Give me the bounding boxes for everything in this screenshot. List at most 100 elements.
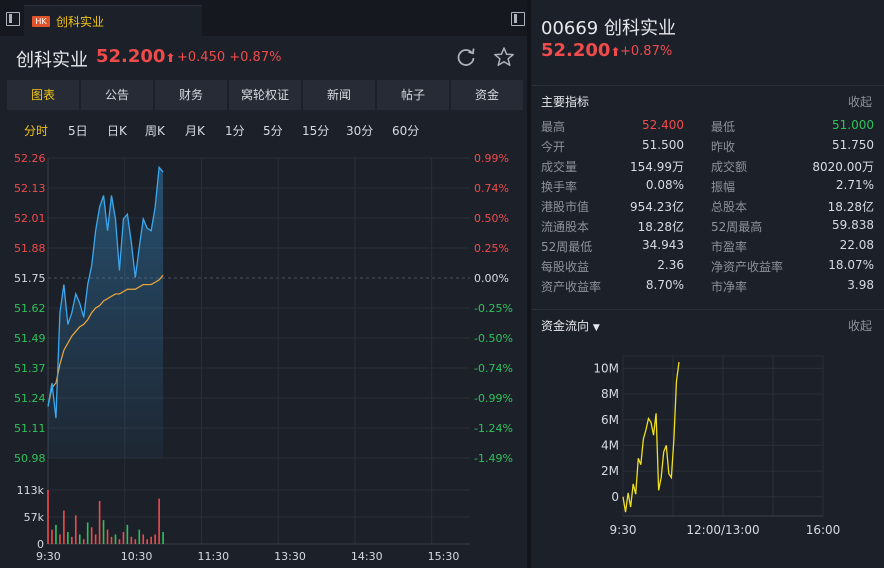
x-tick-label: 11:30 (197, 550, 229, 563)
volume-bar (146, 539, 149, 544)
y2-tick-label: 0.74% (474, 182, 509, 195)
metric-label: 资产收益率 (541, 280, 602, 294)
metric-label: 每股收益 (541, 260, 590, 274)
volume-tick-label: 57k (24, 511, 45, 524)
volume-bar (122, 532, 125, 544)
panel-toggle-right-icon[interactable] (511, 12, 525, 26)
flow-x-tick-label: 12:00/13:00 (686, 523, 759, 537)
metric-label: 成交额 (711, 160, 748, 174)
period-30min[interactable]: 30分 (346, 124, 374, 138)
price-line (47, 165, 164, 419)
tab-stock[interactable]: HK 创科实业 (24, 5, 202, 36)
volume-bar (82, 539, 85, 544)
metric-value: 18.28亿 (827, 200, 874, 214)
flow-x-tick-label: 16:00 (806, 523, 841, 537)
volume-bar (55, 524, 57, 544)
volume-bar (134, 539, 137, 544)
y2-tick-label: -1.24% (474, 422, 513, 435)
volume-bar (78, 534, 81, 544)
metric-row: 今开 51.500 昨收 51.750 (541, 138, 874, 158)
flow-y-tick-label: 2M (601, 464, 619, 478)
volume-bar (138, 529, 141, 544)
price-area (48, 167, 164, 458)
y-tick-label: 50.98 (14, 452, 46, 465)
fund-flow-chart: 10M 8M 6M 4M 2M 0 9:30 12:00/13:00 16:00 (593, 355, 841, 537)
volume-bar (67, 532, 69, 544)
metric-value: 8020.00万 (812, 160, 874, 174)
x-tick-label: 10:30 (121, 550, 153, 563)
tab-funds[interactable]: 资金 (451, 80, 523, 110)
period-1min[interactable]: 1分 (225, 124, 245, 138)
period-15min[interactable]: 15分 (302, 124, 330, 138)
flow-collapse-button[interactable]: 收起 (847, 319, 872, 333)
tab-financials[interactable]: 财务 (155, 80, 227, 110)
intraday-chart[interactable]: 52.26 52.13 52.01 51.88 51.75 51.62 51.49 51.37… (0, 148, 527, 568)
chevron-down-icon: ▼ (592, 323, 600, 333)
metric-label: 昨收 (711, 140, 736, 154)
flow-title[interactable]: 资金流向 ▼ (541, 319, 600, 333)
metric-value: 3.98 (847, 278, 874, 292)
volume-bar (154, 534, 156, 544)
average-price-line (47, 274, 164, 407)
period-5d[interactable]: 5日 (68, 124, 88, 138)
volume-bar (118, 539, 121, 544)
metric-value: 154.99万 (630, 160, 684, 174)
tab-chart[interactable]: 图表 (7, 80, 79, 110)
tab-label: 创科实业 (56, 15, 105, 29)
last-price: 52.200⬆ (96, 46, 176, 67)
y-tick-label: 51.11 (14, 422, 46, 435)
metric-value: 51.750 (832, 138, 874, 152)
price-change: +0.450 +0.87% (177, 50, 282, 65)
panel-divider[interactable] (527, 0, 531, 568)
section-nav: 图表 公告 财务 窝轮权证 新闻 帖子 资金 (7, 80, 523, 110)
period-month[interactable]: 月K (185, 124, 205, 138)
period-week[interactable]: 周K (145, 124, 165, 138)
tab-news[interactable]: 新闻 (303, 80, 375, 110)
tab-posts[interactable]: 帖子 (377, 80, 449, 110)
metric-value: 2.71% (835, 178, 874, 192)
metric-label: 成交量 (541, 160, 578, 174)
metric-label: 振幅 (711, 180, 736, 194)
metric-value: 0.08% (645, 178, 684, 192)
period-60min[interactable]: 60分 (392, 124, 420, 138)
up-arrow-icon: ⬆ (165, 51, 176, 65)
metric-row: 成交量 154.99万 成交额 8020.00万 (541, 158, 874, 178)
stock-name: 创科实业 (16, 50, 88, 71)
x-tick-label: 13:30 (274, 550, 306, 563)
star-icon[interactable] (493, 46, 515, 68)
metric-label: 最低 (711, 120, 736, 134)
flow-y-tick-label: 4M (601, 438, 619, 452)
tab-warrants[interactable]: 窝轮权证 (229, 80, 301, 110)
x-tick-label: 15:30 (428, 550, 460, 563)
volume-bar (59, 534, 61, 544)
volume-bar (142, 534, 145, 544)
period-day[interactable]: 日K (107, 124, 127, 138)
metric-row: 最高 52.400 最低 51.000 (541, 118, 874, 138)
metric-value: 34.943 (642, 238, 684, 252)
y-tick-label: 51.88 (14, 242, 46, 255)
metric-label: 今开 (541, 140, 566, 154)
volume-bar (114, 534, 117, 544)
volume-bar (130, 536, 133, 544)
metric-label: 最高 (541, 120, 566, 134)
quote-panel: HK 创科实业 创科实业 52.200⬆ +0.450 +0.87% 图表 公告… (0, 0, 527, 568)
flow-x-tick-label: 9:30 (610, 523, 637, 537)
refresh-icon[interactable] (455, 46, 477, 68)
volume-bar (47, 490, 49, 544)
metric-row: 每股收益 2.36 净资产收益率 18.07% (541, 258, 874, 278)
detail-panel: 00669 创科实业 52.200⬆ +0.87% 主要指标 收起 最高 52.4… (531, 0, 884, 568)
stock-code-name: 00669 创科实业 (541, 18, 676, 39)
volume-bar (126, 524, 129, 544)
y-tick-label: 52.26 (14, 152, 46, 165)
volume-bar (51, 529, 53, 544)
panel-toggle-icon[interactable] (6, 12, 20, 26)
metric-value: 18.07% (828, 258, 874, 272)
period-intraday[interactable]: 分时 (24, 124, 49, 138)
flow-header: 资金流向 ▼ 收起 (531, 309, 884, 337)
volume-bar (71, 536, 73, 544)
metrics-collapse-button[interactable]: 收起 (847, 95, 872, 109)
metrics-header: 主要指标 收起 (531, 85, 884, 113)
flow-y-tick-label: 10M (593, 361, 619, 375)
tab-announcements[interactable]: 公告 (81, 80, 153, 110)
period-5min[interactable]: 5分 (263, 124, 283, 138)
